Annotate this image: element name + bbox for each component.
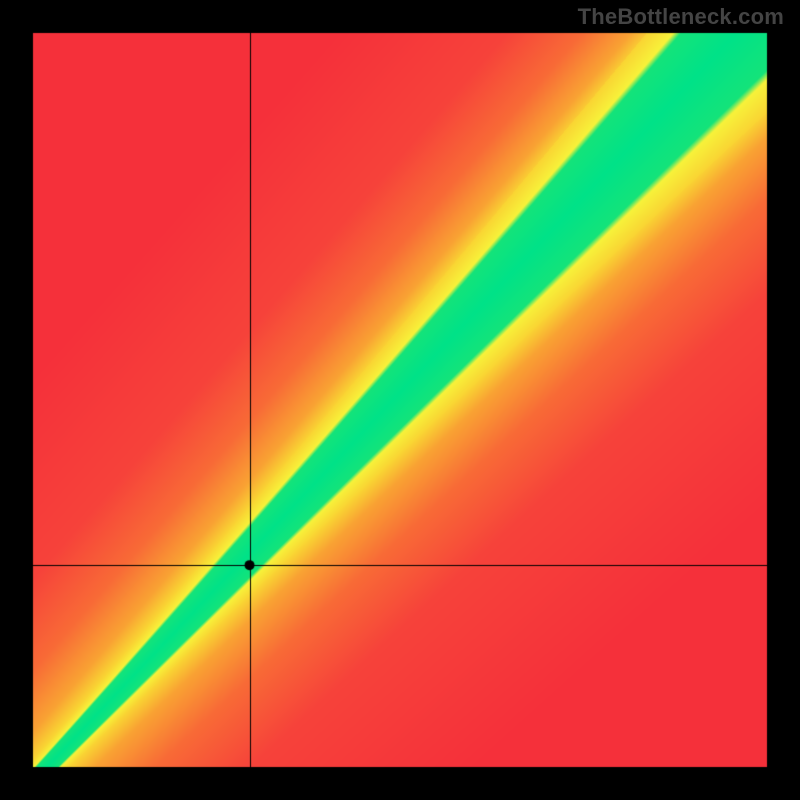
attribution-label: TheBottleneck.com (578, 4, 784, 30)
chart-container: TheBottleneck.com (0, 0, 800, 800)
heatmap-canvas (0, 0, 800, 800)
